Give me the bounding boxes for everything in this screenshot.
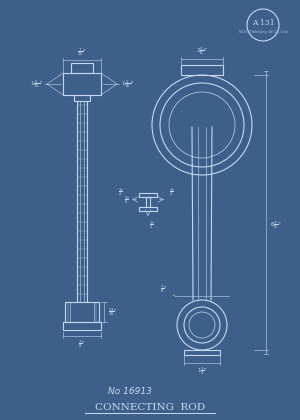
Text: A 131: A 131 xyxy=(252,19,274,27)
Bar xyxy=(65,302,99,322)
Bar xyxy=(63,73,101,95)
Bar xyxy=(139,193,157,197)
Text: $\frac{7}{16}$": $\frac{7}{16}$" xyxy=(77,46,87,58)
Text: $\frac{7}{8}$": $\frac{7}{8}$" xyxy=(160,283,167,295)
Text: $\frac{13}{16}$": $\frac{13}{16}$" xyxy=(108,306,118,318)
Bar xyxy=(181,65,223,75)
Text: $1\frac{5}{16}$": $1\frac{5}{16}$" xyxy=(30,78,43,90)
Text: $\frac{3}{4}$": $\frac{3}{4}$" xyxy=(118,186,125,197)
Text: $\frac{1}{4}$": $\frac{1}{4}$" xyxy=(149,219,156,231)
Text: No 16913: No 16913 xyxy=(108,388,152,396)
Bar xyxy=(139,207,157,211)
Text: $2\frac{7}{8}$": $2\frac{7}{8}$" xyxy=(196,45,208,57)
Text: CONNECTING  ROD: CONNECTING ROD xyxy=(95,404,205,412)
Bar xyxy=(63,322,101,330)
Bar xyxy=(146,197,150,207)
Text: $\frac{7}{8}$": $\frac{7}{8}$" xyxy=(78,338,85,350)
Text: W.H. Tildesley W.Co. Ltd: W.H. Tildesley W.Co. Ltd xyxy=(239,30,287,34)
Bar xyxy=(71,63,93,73)
Text: $1\frac{1}{4}$": $1\frac{1}{4}$" xyxy=(197,365,207,377)
Text: $1\frac{5}{16}$": $1\frac{5}{16}$" xyxy=(121,78,134,90)
Bar xyxy=(184,350,220,355)
Text: $6\frac{7}{8}$": $6\frac{7}{8}$" xyxy=(270,219,282,231)
Text: $\frac{3}{4}$": $\frac{3}{4}$" xyxy=(169,186,175,197)
Text: $\frac{3}{8}$": $\frac{3}{8}$" xyxy=(124,194,131,206)
Bar xyxy=(74,95,90,101)
